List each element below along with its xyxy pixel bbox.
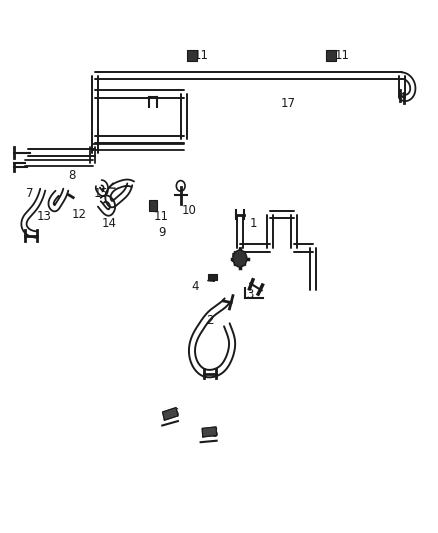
Text: 14: 14 (102, 217, 117, 230)
Text: 7: 7 (26, 187, 33, 200)
Text: 3: 3 (247, 288, 254, 301)
Polygon shape (202, 427, 217, 437)
Polygon shape (162, 408, 178, 420)
Text: 11: 11 (194, 49, 209, 62)
Text: 6: 6 (210, 427, 218, 440)
Text: 8: 8 (68, 169, 76, 182)
Text: 4: 4 (191, 280, 199, 293)
Circle shape (233, 250, 247, 267)
Bar (149, 200, 157, 211)
Text: 12: 12 (71, 208, 86, 221)
Text: 2: 2 (206, 314, 213, 327)
Text: 15: 15 (93, 187, 108, 200)
Text: 11: 11 (154, 209, 169, 223)
Text: 17: 17 (280, 96, 295, 110)
Text: 5: 5 (230, 252, 238, 264)
Bar (187, 50, 197, 61)
Text: 6: 6 (171, 407, 178, 421)
Text: 13: 13 (37, 210, 52, 223)
Bar (326, 50, 336, 61)
Text: 11: 11 (334, 49, 349, 62)
Text: 1: 1 (249, 216, 257, 230)
Text: 10: 10 (182, 204, 197, 217)
Text: 9: 9 (158, 225, 165, 239)
Bar (208, 274, 217, 280)
